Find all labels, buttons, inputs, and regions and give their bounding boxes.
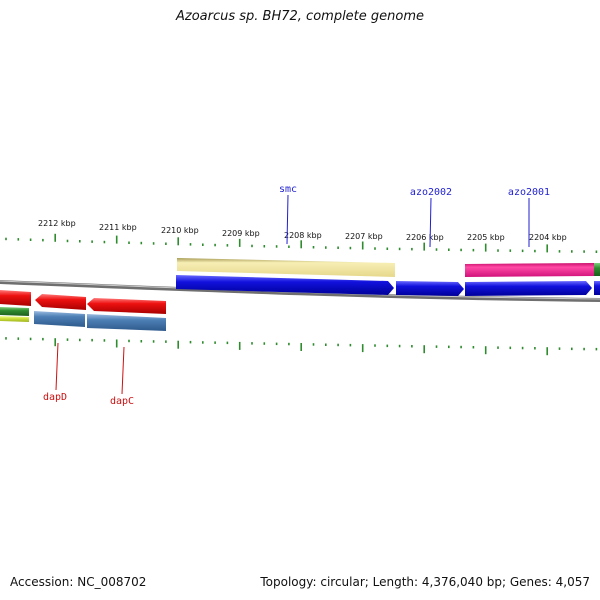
callout-azo2002 [429,197,432,248]
gene-smc[interactable] [176,275,394,295]
genome-backbone [0,280,600,302]
kbp-label: 2207 kbp [345,232,383,241]
lower-tick-row [5,337,598,356]
kbp-label: 2211 kbp [99,223,137,232]
gene-yellow-left[interactable] [0,316,29,322]
callout-dapC [121,346,125,395]
genome-summary: Topology: circular; Length: 4,376,040 bp… [260,575,590,589]
gene-dapD-arrow[interactable] [35,294,86,310]
gene-dapD-track[interactable] [34,311,85,327]
gene-azo2001[interactable] [465,281,592,296]
callout-smc [286,194,289,245]
gene-blue-right[interactable] [594,281,600,295]
gene-label-azo2002[interactable]: azo2002 [410,187,452,198]
gene-label-azo2001[interactable]: azo2001 [508,187,550,198]
accession-label: Accession: NC_008702 [10,575,147,589]
gene-label-smc[interactable]: smc [279,184,297,195]
kbp-label: 2206 kbp [406,233,444,242]
kbp-label: 2205 kbp [467,233,505,242]
kbp-label: 2204 kbp [529,233,567,242]
gene-pink-track[interactable] [465,263,594,277]
kbp-label: 2209 kbp [222,229,260,238]
kbp-label: 2208 kbp [284,231,322,240]
callout-dapD [55,342,59,391]
gene-azo2002[interactable] [396,281,464,296]
map-title: Azoarcus sp. BH72, complete genome [175,9,425,24]
upper-tick-row [5,233,598,253]
kbp-label: 2212 kbp [38,219,76,228]
gene-label-dapC[interactable]: dapC [110,396,134,407]
kbp-label: 2210 kbp [161,226,199,235]
gene-dapC-arrow[interactable] [87,298,166,314]
gene-smc-track[interactable] [177,258,395,277]
gene-green-track-right[interactable] [594,263,600,276]
kbp-scale: 2212 kbp 2211 kbp 2210 kbp 2209 kbp 2208… [38,219,567,242]
gene-label-dapD[interactable]: dapD [43,392,67,403]
gene-red-left[interactable] [0,290,31,306]
gene-green-left[interactable] [0,307,29,316]
gene-dapC-track[interactable] [87,314,166,331]
